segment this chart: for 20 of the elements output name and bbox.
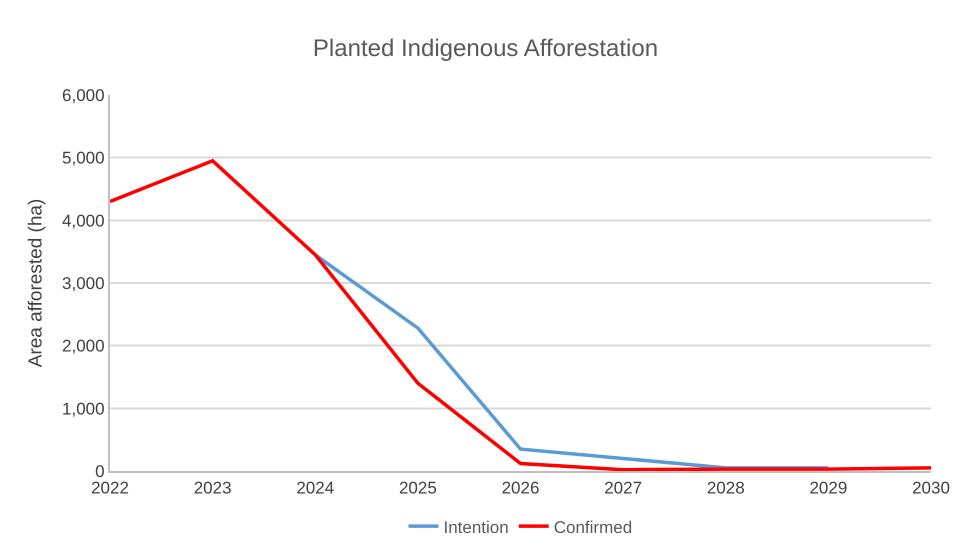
legend-label: Intention <box>444 518 509 537</box>
x-tick-label: 2025 <box>398 478 437 498</box>
x-tick-label: 2024 <box>296 478 334 498</box>
legend-label: Confirmed <box>554 518 632 537</box>
y-tick-label: 0 <box>95 462 105 481</box>
x-tick-label: 2022 <box>91 478 129 498</box>
x-tick-label: 2028 <box>706 478 745 498</box>
x-tick-label: 2027 <box>604 478 642 498</box>
y-tick-label: 3,000 <box>62 274 105 293</box>
x-tick-label: 2023 <box>194 478 232 498</box>
y-tick-label: 4,000 <box>62 211 105 230</box>
chart-title: Planted Indigenous Afforestation <box>312 34 658 62</box>
y-tick-label: 6,000 <box>62 86 105 105</box>
y-axis-title: Area afforested (ha) <box>25 198 46 368</box>
x-tick-label: 2030 <box>912 478 950 498</box>
y-tick-label: 5,000 <box>62 148 105 168</box>
x-tick-label: 2029 <box>809 478 848 498</box>
y-tick-label: 2,000 <box>62 336 105 356</box>
y-tick-label: 1,000 <box>62 399 105 418</box>
x-tick-label: 2026 <box>502 478 540 498</box>
